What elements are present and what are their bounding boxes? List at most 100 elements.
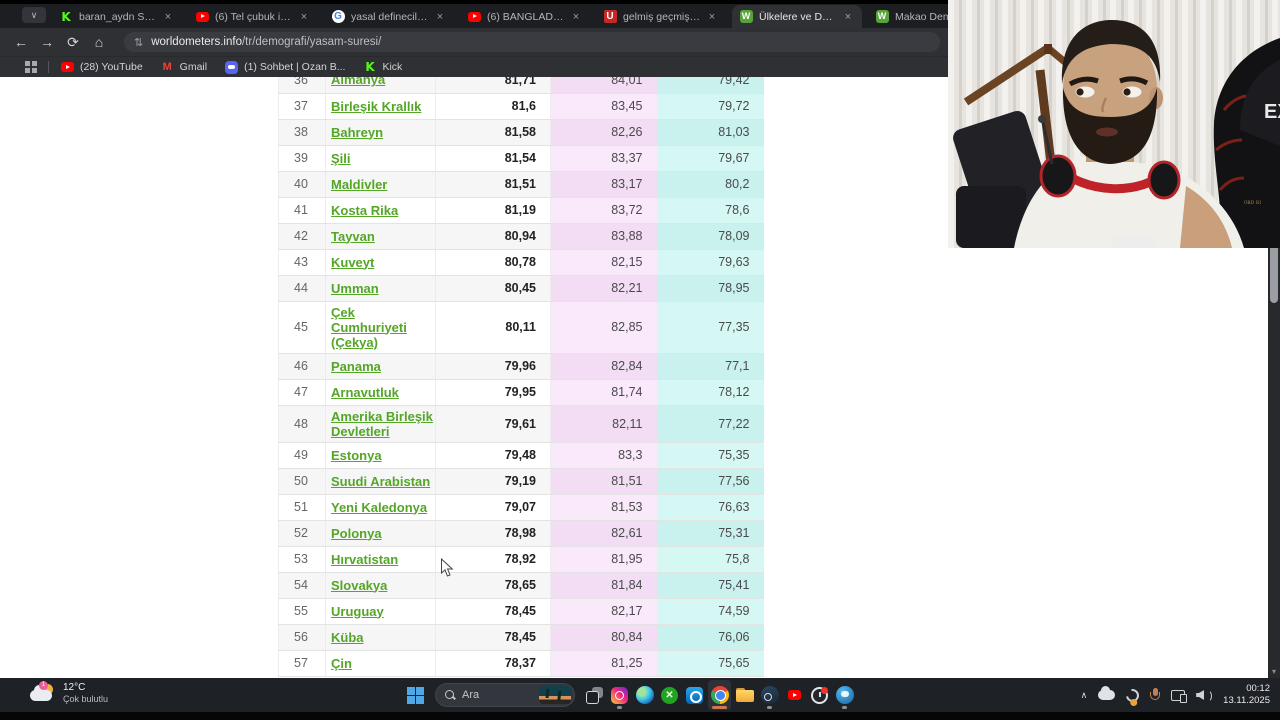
male-cell: 75,35 xyxy=(656,442,764,469)
address-bar[interactable]: ⇅ worldometers.info /tr/demografi/yasam-… xyxy=(124,32,940,52)
forward-button[interactable]: → xyxy=(40,34,54,50)
app-icon-task-view[interactable] xyxy=(583,680,606,710)
country-link[interactable]: Yeni Kaledonya xyxy=(331,499,428,515)
eyebrow-left xyxy=(1068,76,1099,87)
tab-close-icon[interactable] xyxy=(161,10,175,24)
site-info-icon[interactable]: ⇅ xyxy=(134,36,144,49)
country-link[interactable]: Umman xyxy=(331,280,379,296)
country-link[interactable]: Şili xyxy=(331,150,351,166)
tab-close-icon[interactable] xyxy=(433,10,447,24)
browser-tab[interactable]: (6) BANGLADEŞ'te Bir Gü xyxy=(460,5,590,28)
country-link[interactable]: Kuveyt xyxy=(331,254,375,270)
browser-tab[interactable]: baran_aydn Stream - Wat xyxy=(52,5,182,28)
back-button[interactable]: ← xyxy=(14,34,28,50)
country-cell: Amerika Birleşik Devletleri xyxy=(325,405,436,443)
country-link[interactable]: Hırvatistan xyxy=(331,551,399,567)
country-link[interactable]: Küba xyxy=(331,629,364,645)
app-icon-xbox[interactable] xyxy=(658,680,681,710)
tab-close-icon[interactable] xyxy=(569,10,583,24)
country-link[interactable]: Çin xyxy=(331,655,352,671)
onedrive-icon[interactable] xyxy=(1098,686,1116,700)
country-link[interactable]: Bahreyn xyxy=(331,124,384,140)
both-sexes-cell: 78,98 xyxy=(435,520,551,547)
mic-boom xyxy=(1041,121,1054,165)
clock[interactable]: 00:12 13.11.2025 xyxy=(1223,683,1270,707)
search-highlight-thumbnail[interactable] xyxy=(539,686,571,704)
app-icon-youtube[interactable] xyxy=(783,680,806,710)
tab-close-icon[interactable] xyxy=(705,10,719,24)
country-link[interactable]: Maldivler xyxy=(331,176,388,192)
bookmark-favicon xyxy=(161,61,174,74)
country-link[interactable]: Estonya xyxy=(331,447,382,463)
weather-widget[interactable]: 1 12°C Çok bulutlu xyxy=(30,680,109,705)
home-button[interactable]: ⌂ xyxy=(94,34,104,50)
female-cell: 83,37 xyxy=(550,145,657,172)
both-sexes-cell: 79,61 xyxy=(435,405,551,443)
app-icon-instagram[interactable] xyxy=(608,680,631,710)
headset-cup-left xyxy=(1039,154,1077,198)
country-link[interactable]: Suudi Arabistan xyxy=(331,473,431,489)
taskbar: 1 12°C Çok bulutlu ∧ xyxy=(0,678,1280,712)
app-icon-steam[interactable] xyxy=(758,680,781,710)
volume-icon[interactable] xyxy=(1196,689,1213,702)
browser-tab[interactable]: Makao Demografi xyxy=(868,5,998,28)
male-cell: 76,63 xyxy=(656,494,764,521)
app-icon-chrome[interactable] xyxy=(708,680,731,710)
microphone-icon[interactable] xyxy=(1150,688,1161,702)
bookmark-item[interactable]: Kick xyxy=(363,61,402,74)
both-sexes-cell: 81,51 xyxy=(435,171,551,198)
browser-tab[interactable]: yasal definecilik - Googl xyxy=(324,5,454,28)
both-sexes-cell: 81,6 xyxy=(435,93,551,120)
tab-close-icon[interactable] xyxy=(297,10,311,24)
country-link[interactable]: Tayvan xyxy=(331,228,375,244)
search-input[interactable] xyxy=(462,689,539,701)
app-icon-edge[interactable] xyxy=(633,680,656,710)
cast-device-icon[interactable] xyxy=(1171,689,1188,703)
browser-tab[interactable]: gelmiş geçmiş en iyi 10 n xyxy=(596,5,726,28)
male-cell: 79,72 xyxy=(656,93,764,120)
country-link[interactable]: Almanya xyxy=(331,77,386,88)
browser-tab[interactable]: (6) Tel çubuk ile su bulan xyxy=(188,5,318,28)
rank-cell: 36 xyxy=(278,77,326,94)
male-cell: 79,63 xyxy=(656,249,764,276)
weather-condition: Çok bulutlu xyxy=(63,694,109,704)
country-link[interactable]: Çek Cumhuriyeti (Çekya) xyxy=(331,304,407,350)
bookmark-item[interactable]: (28) YouTube xyxy=(61,61,143,74)
reload-button[interactable]: ⟳ xyxy=(67,33,79,50)
both-sexes-cell: 78,92 xyxy=(435,546,551,573)
browser-tab[interactable]: Ülkelere ve Dünyaya Gör xyxy=(732,5,862,28)
table-row: 51 Yeni Kaledonya 79,07 81,53 76,63 xyxy=(278,494,764,521)
tab-close-icon[interactable] xyxy=(841,10,855,24)
tray-chevron-up-icon[interactable]: ∧ xyxy=(1080,689,1088,700)
country-link[interactable]: Arnavutluk xyxy=(331,384,399,400)
country-cell: Uruguay xyxy=(325,598,436,625)
country-cell: Bahreyn xyxy=(325,119,436,146)
app-icon-outlook[interactable] xyxy=(683,680,706,710)
start-button[interactable] xyxy=(404,680,427,710)
country-link[interactable]: Birleşik Krallık xyxy=(331,98,422,114)
scrollbar-down-arrow[interactable]: ▾ xyxy=(1271,667,1276,676)
sync-icon[interactable] xyxy=(1123,685,1142,705)
both-sexes-cell: 79,95 xyxy=(435,379,551,406)
male-cell: 77,1 xyxy=(656,353,764,380)
country-link[interactable]: Polonya xyxy=(331,525,382,541)
both-sexes-cell: 79,19 xyxy=(435,468,551,495)
taskbar-search[interactable] xyxy=(435,683,575,707)
tab-search-button[interactable]: ∨ xyxy=(22,7,46,23)
apps-grid-icon[interactable] xyxy=(24,60,38,74)
country-link[interactable]: Amerika Birleşik Devletleri xyxy=(331,408,433,439)
country-link[interactable]: Panama xyxy=(331,358,381,374)
gmail-icon xyxy=(163,61,172,73)
app-icon-clock[interactable] xyxy=(808,680,831,710)
file-explorer-icon xyxy=(735,688,754,702)
country-link[interactable]: Uruguay xyxy=(331,603,384,619)
table-row: 43 Kuveyt 80,78 82,15 79,63 xyxy=(278,249,764,276)
bookmark-item[interactable]: (1) Sohbet | Ozan B... xyxy=(225,60,345,74)
country-link[interactable]: Slovakya xyxy=(331,577,388,593)
bookmark-item[interactable]: Gmail xyxy=(161,61,207,74)
country-link[interactable]: Kosta Rika xyxy=(331,202,399,218)
app-icon-steam-chat[interactable] xyxy=(833,680,856,710)
worldometers-icon xyxy=(739,10,753,23)
app-icon-file-explorer[interactable] xyxy=(733,680,756,710)
table-row: 38 Bahreyn 81,58 82,26 81,03 xyxy=(278,119,764,146)
